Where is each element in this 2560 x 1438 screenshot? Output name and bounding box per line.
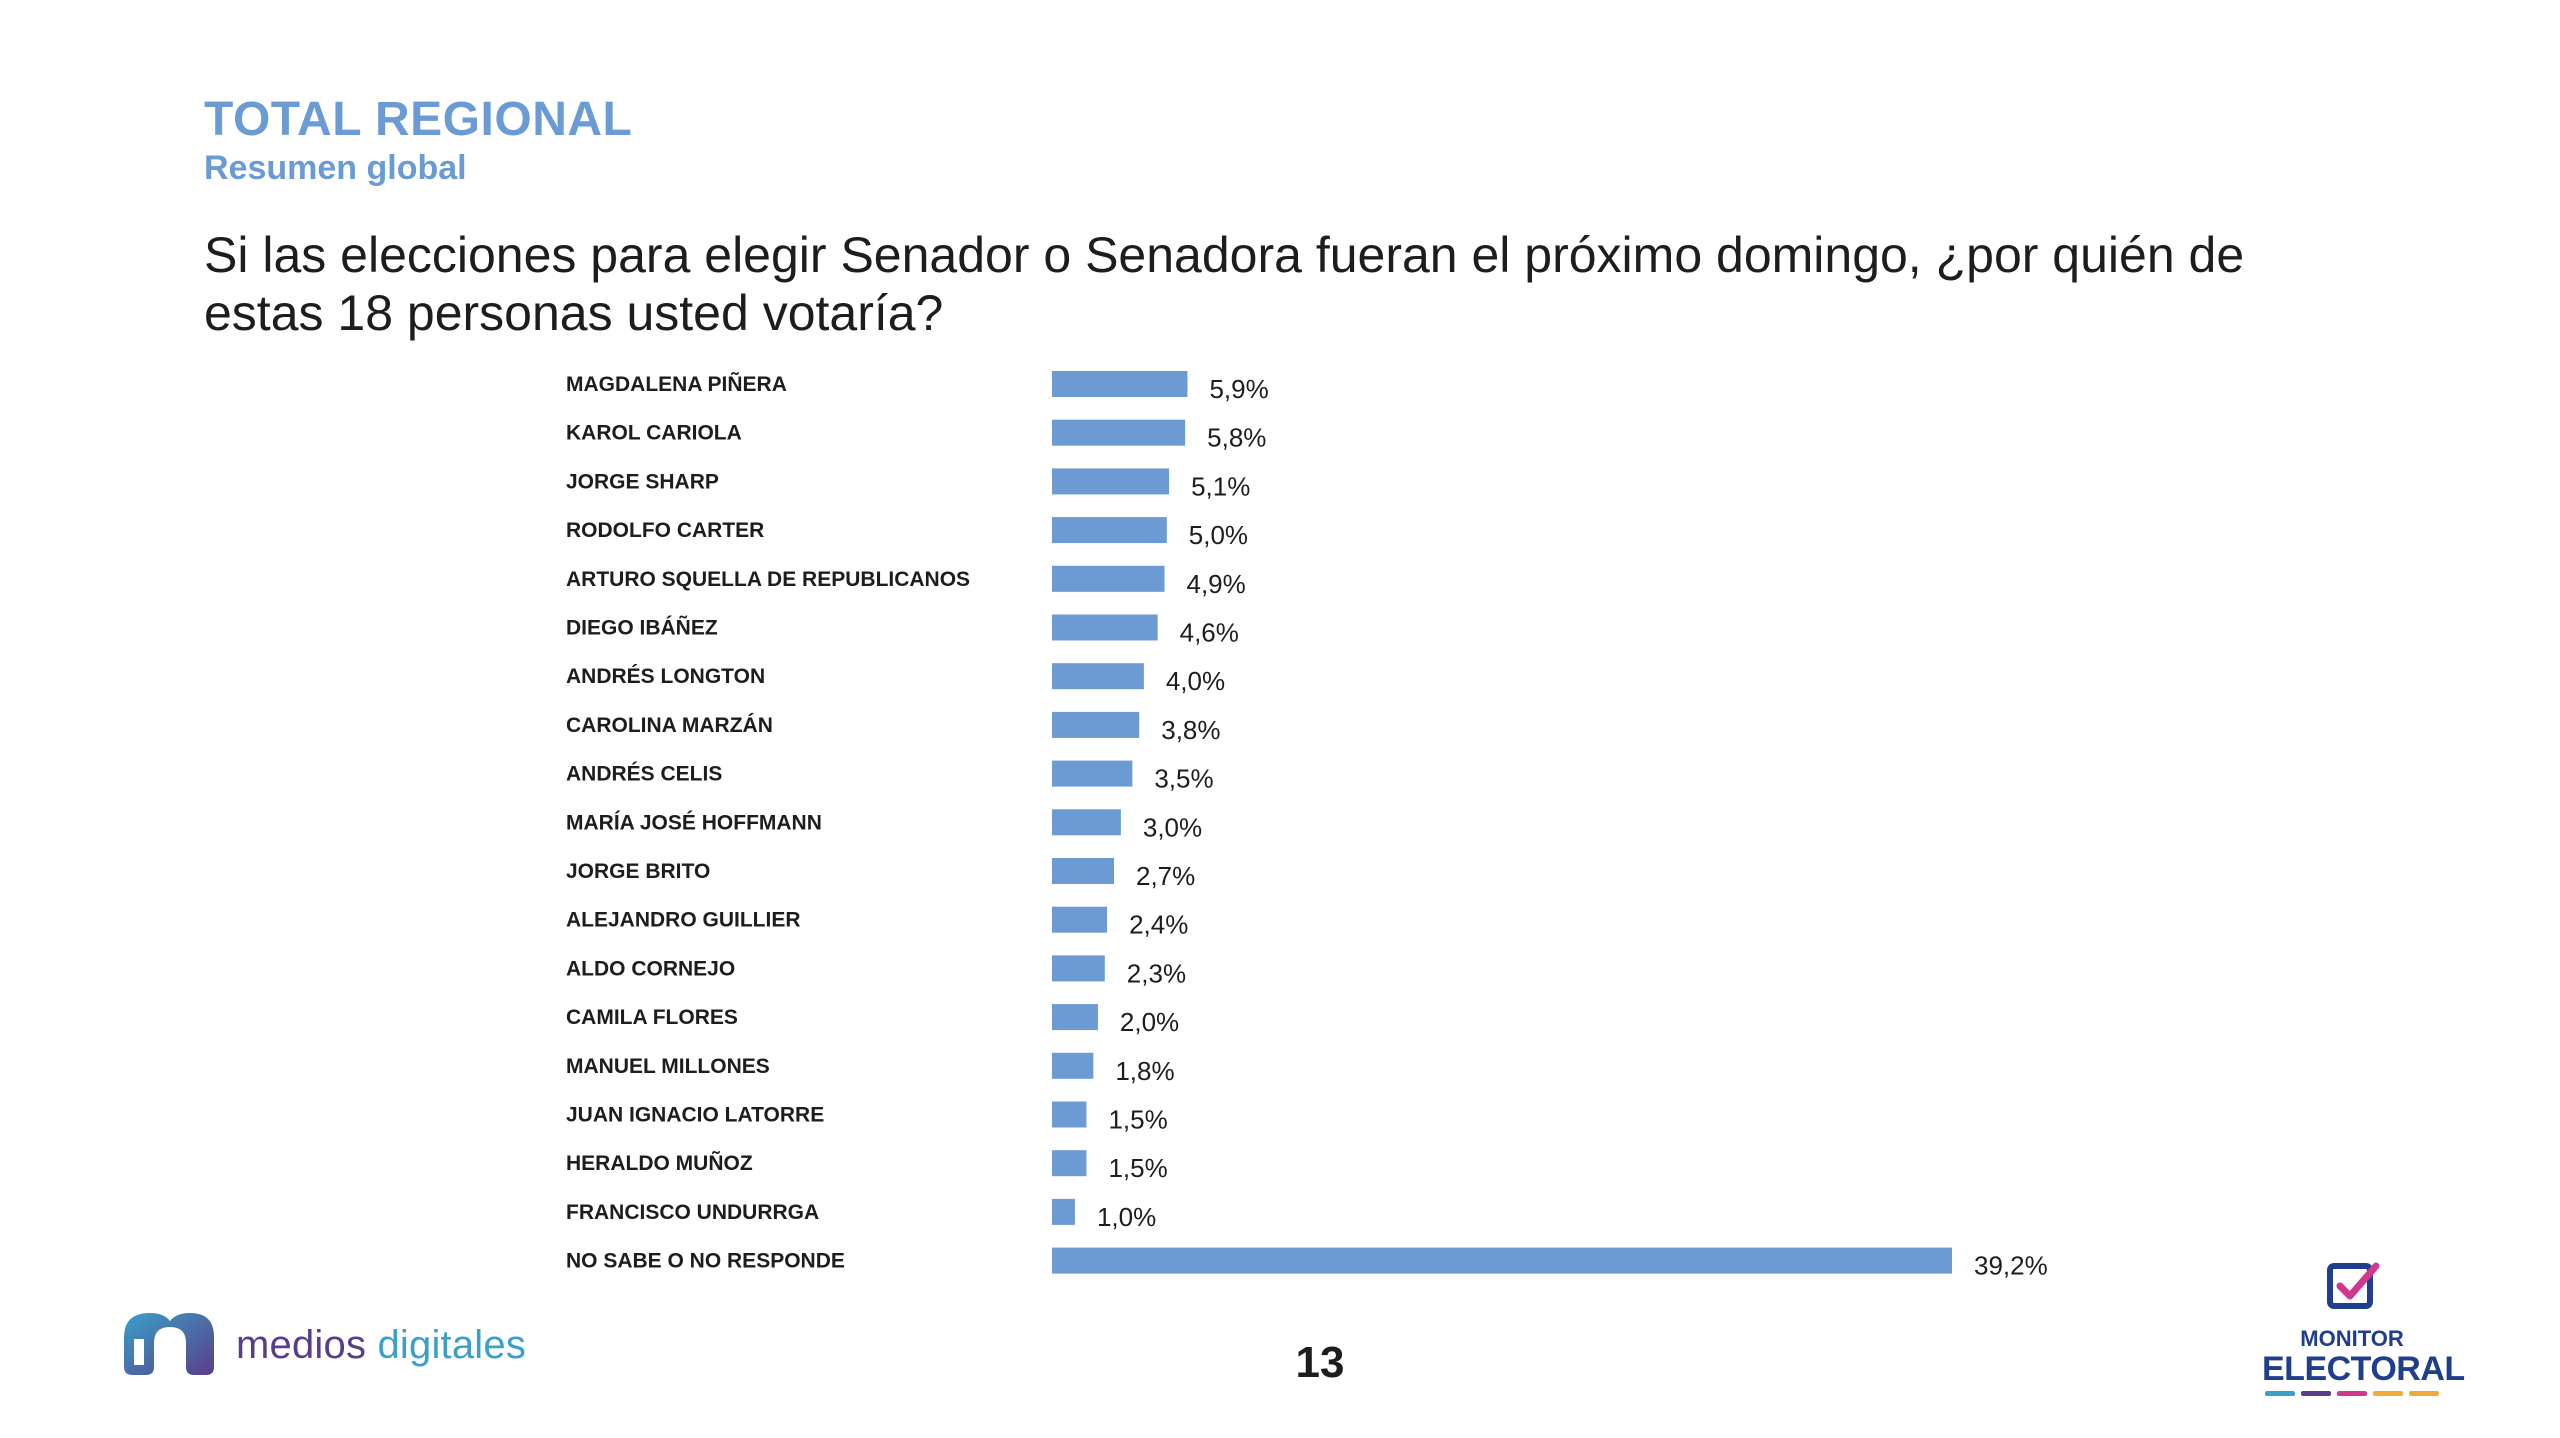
category-label: MAGDALENA PIÑERA: [566, 373, 787, 396]
value-label: 5,0%: [1189, 520, 1248, 550]
value-label: 1,5%: [1108, 1105, 1167, 1135]
category-label: JORGE BRITO: [566, 860, 710, 883]
value-label: 4,0%: [1166, 666, 1225, 696]
bar: [1052, 468, 1170, 495]
logo-color-dashes: [2262, 1391, 2442, 1396]
survey-question: Si las elecciones para elegir Senador o …: [204, 227, 2245, 341]
bar: [1052, 371, 1188, 397]
logo-word-medios: medios: [236, 1322, 367, 1367]
value-label: 4,6%: [1180, 618, 1239, 648]
bar: [1052, 517, 1167, 544]
dash-orange-2: [2409, 1391, 2439, 1396]
bar: [1052, 1247, 1952, 1274]
monitor-electoral-logo: MONITOR ELECTORAL: [2262, 1260, 2465, 1396]
header: TOTAL REGIONAL Resumen global: [204, 92, 632, 188]
bar: [1052, 711, 1140, 738]
bar: [1052, 809, 1121, 836]
bar: [1052, 1198, 1075, 1225]
category-label: ANDRÉS CELIS: [566, 763, 722, 786]
dash-purple: [2301, 1391, 2331, 1396]
category-label: ALDO CORNEJO: [566, 957, 735, 980]
value-label: 3,0%: [1143, 812, 1202, 842]
bar: [1052, 906, 1108, 933]
category-label: MARÍA JOSÉ HOFFMANN: [566, 811, 822, 834]
bar: [1052, 419, 1186, 446]
dash-magenta: [2337, 1391, 2367, 1396]
bar: [1052, 614, 1158, 641]
medios-digitales-mark-icon: [124, 1313, 214, 1375]
medios-digitales-wordmark: medios digitales: [236, 1323, 526, 1368]
logo-word-digitales: digitales: [377, 1322, 527, 1367]
logo-electoral-text: ELECTORAL: [2262, 1350, 2465, 1388]
value-label: 1,5%: [1108, 1153, 1167, 1183]
page-number: 13: [1295, 1338, 1345, 1387]
value-label: 3,8%: [1161, 715, 1220, 745]
bar: [1052, 1004, 1098, 1031]
value-label: 5,8%: [1207, 423, 1266, 453]
value-label: 3,5%: [1154, 764, 1213, 794]
page-title: TOTAL REGIONAL: [204, 93, 633, 146]
category-label: RODOLFO CARTER: [566, 519, 764, 542]
value-label: 4,9%: [1187, 569, 1246, 599]
logo-monitor-text: MONITOR: [2300, 1326, 2404, 1351]
bar: [1052, 663, 1144, 690]
value-label: 2,4%: [1129, 910, 1188, 940]
category-label: CAMILA FLORES: [566, 1006, 738, 1029]
medios-digitales-logo: medios digitales: [116, 1300, 526, 1390]
category-label: ANDRÉS LONGTON: [566, 665, 765, 688]
dash-cyan: [2265, 1391, 2295, 1396]
value-label: 2,7%: [1136, 861, 1195, 891]
category-label: FRANCISCO UNDURRGA: [566, 1201, 819, 1224]
bar: [1052, 565, 1165, 592]
bar: [1052, 760, 1133, 787]
value-label: 5,9%: [1209, 374, 1268, 404]
category-label: KAROL CARIOLA: [566, 422, 742, 445]
bar: [1052, 1150, 1087, 1177]
category-label: JUAN IGNACIO LATORRE: [566, 1104, 824, 1127]
bar: [1052, 858, 1114, 884]
category-label: ALEJANDRO GUILLIER: [566, 909, 801, 932]
bar: [1052, 955, 1105, 982]
page-subtitle: Resumen global: [204, 149, 467, 187]
category-label: NO SABE O NO RESPONDE: [566, 1250, 845, 1273]
dash-orange: [2373, 1391, 2403, 1396]
value-label: 2,3%: [1127, 958, 1186, 988]
value-label: 39,2%: [1974, 1251, 2048, 1281]
category-label: MANUEL MILLONES: [566, 1055, 770, 1078]
bar: [1052, 1052, 1094, 1079]
category-label: DIEGO IBÁÑEZ: [566, 617, 718, 640]
category-label: JORGE SHARP: [566, 470, 719, 493]
category-label: CAROLINA MARZÁN: [566, 714, 773, 737]
bar: [1052, 1101, 1087, 1128]
value-label: 1,8%: [1115, 1056, 1174, 1086]
category-label: ARTURO SQUELLA DE REPUBLICANOS: [566, 568, 970, 591]
ballot-check-icon: [2327, 1262, 2380, 1309]
value-label: 1,0%: [1097, 1202, 1156, 1232]
value-label: 2,0%: [1120, 1007, 1179, 1037]
value-label: 5,1%: [1191, 471, 1250, 501]
category-label: HERALDO MUÑOZ: [566, 1152, 753, 1175]
